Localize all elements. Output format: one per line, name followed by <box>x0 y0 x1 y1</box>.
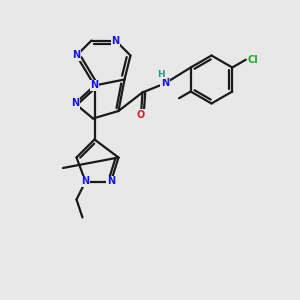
Text: N: N <box>90 80 99 91</box>
Text: N: N <box>111 35 120 46</box>
Text: O: O <box>137 110 145 120</box>
Text: H: H <box>157 70 164 79</box>
Text: Cl: Cl <box>247 55 258 65</box>
Text: N: N <box>81 176 90 187</box>
Text: N: N <box>71 98 79 109</box>
Text: N: N <box>161 78 169 88</box>
Text: N: N <box>107 176 115 187</box>
Text: N: N <box>72 50 81 61</box>
